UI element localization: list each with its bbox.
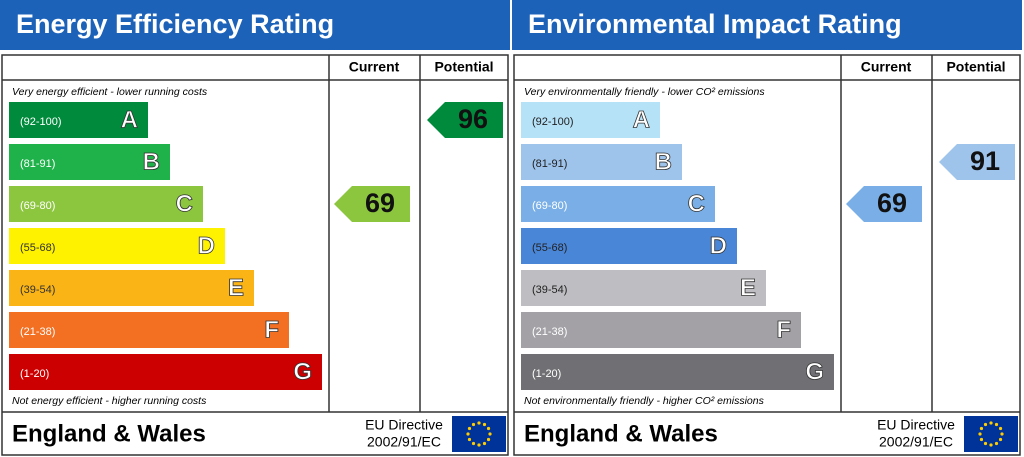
band-range: (92-100) [532,116,574,128]
panel-title: Energy Efficiency Rating [16,9,334,39]
eu-star [978,432,982,436]
band-range: (92-100) [20,116,62,128]
rating-band [9,228,225,264]
band-range: (39-54) [20,284,55,296]
rating-indicator [939,144,1015,180]
band-range: (21-38) [532,326,567,338]
band-range: (69-80) [532,200,567,212]
band-letter: E [228,274,244,301]
eu-star [994,441,999,446]
band-letter: F [776,316,791,343]
eu-star [471,422,476,427]
band-range: (55-68) [532,242,567,254]
eu-star [471,441,476,446]
eu-star [477,443,481,447]
band-range: (69-80) [20,200,55,212]
rating-band [521,270,766,306]
column-header: Current [349,59,400,75]
band-letter: D [198,232,215,259]
eu-star [466,432,470,436]
rating-band [521,354,834,390]
rating-band [9,144,170,180]
eu-star [979,437,984,442]
eu-star [979,426,984,431]
footer-region: England & Wales [524,420,718,447]
directive: EU Directive [365,417,443,433]
top-note: Very environmentally friendly - lower CO… [524,86,765,98]
eu-star [989,443,993,447]
band-range: (1-20) [532,368,561,380]
rating-indicator [334,186,410,222]
eu-star [998,426,1003,431]
band-range: (1-20) [20,368,49,380]
rating-band [521,228,737,264]
eu-star [983,422,988,427]
rating-band [9,354,322,390]
directive-code: 2002/91/EC [367,434,441,450]
bottom-note: Not environmentally friendly - higher CO… [524,395,765,407]
eu-star [477,421,481,425]
eu-star [482,441,487,446]
band-letter: G [805,358,824,385]
top-note: Very energy efficient - lower running co… [12,86,208,98]
band-range: (39-54) [532,284,567,296]
rating-panel: Energy Efficiency Rating Current Potential… [0,0,510,456]
rating-band [521,186,715,222]
band-letter: E [740,274,756,301]
rating-band [521,102,660,138]
title-bar [0,0,510,50]
eu-star [467,426,472,431]
eu-star [1000,432,1004,436]
eu-star [488,432,492,436]
eu-star [482,422,487,427]
rating-value: 69 [365,188,395,218]
rating-band [9,312,289,348]
eu-star [983,441,988,446]
bottom-note: Not energy efficient - higher running co… [12,395,207,407]
band-letter: A [633,106,650,133]
eu-star [998,437,1003,442]
band-range: (21-38) [20,326,55,338]
rating-value: 96 [458,104,488,134]
rating-band [9,102,148,138]
rating-band [521,312,801,348]
directive: EU Directive [877,417,955,433]
eu-star [486,437,491,442]
rating-value: 69 [877,188,907,218]
rating-panel: Environmental Impact Rating Current Potent… [512,0,1022,456]
rating-indicator [846,186,922,222]
band-letter: C [688,190,705,217]
band-letter: B [143,148,160,175]
band-letter: D [710,232,727,259]
band-letter: F [264,316,279,343]
band-range: (55-68) [20,242,55,254]
column-header: Potential [434,59,493,75]
column-header: Current [861,59,912,75]
band-range: (81-91) [532,158,567,170]
rating-value: 91 [970,146,1000,176]
rating-band [9,270,254,306]
rating-band [521,144,682,180]
band-letter: G [293,358,312,385]
eu-star [486,426,491,431]
panel-title: Environmental Impact Rating [528,9,902,39]
band-letter: C [176,190,193,217]
eu-flag [452,416,506,452]
eu-star [989,421,993,425]
directive-code: 2002/91/EC [879,434,953,450]
band-range: (81-91) [20,158,55,170]
eu-star [467,437,472,442]
band-letter: A [121,106,138,133]
eu-star [994,422,999,427]
title-bar [512,0,1022,50]
footer-region: England & Wales [12,420,206,447]
rating-indicator [427,102,503,138]
eu-flag [964,416,1018,452]
column-header: Potential [946,59,1005,75]
rating-band [9,186,203,222]
band-letter: B [655,148,672,175]
